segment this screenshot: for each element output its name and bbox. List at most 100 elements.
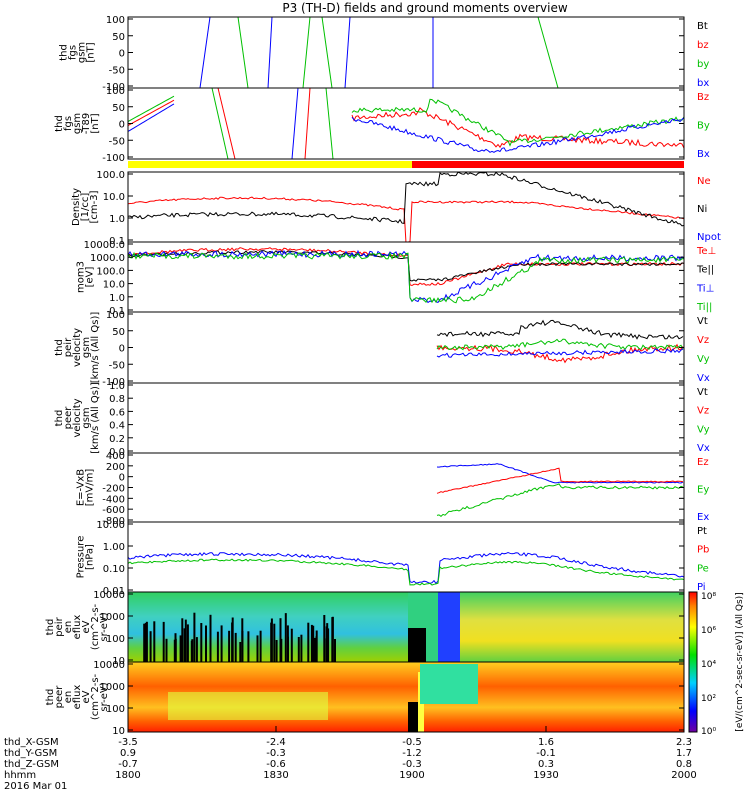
ylabel-line: en [63,621,74,634]
ytick-label: -600 [102,505,125,516]
ion-spec-dropout [165,638,168,662]
trace-Te-perp [128,247,684,287]
ion-spec-dropout [195,637,198,662]
ion-spec-dropout [181,618,184,662]
trace-by [321,17,333,88]
ytick-label: 10 [112,726,125,737]
ytick-label: -100 [102,153,125,164]
ion-spec-dropout [323,615,326,662]
legend-vi-1: Vz [697,335,709,346]
ylabel-line: thd [45,619,56,636]
ytick-label: 50 [112,32,125,43]
x-orbit-label: -3.5 [118,737,138,748]
ytick-label: -50 [109,65,125,76]
ytick-label: 0.10 [103,564,125,575]
x-orbit-label: -2.4 [266,737,286,748]
trace-Vt [436,319,684,340]
time-tick-label: 2000 [671,770,696,781]
ytick-label: 1000 [100,682,125,693]
colorbar-label: [eV/(cm^2-sec-sr-eV)] (All Qs)] [735,592,745,731]
ylabel-line: peer [54,685,65,709]
ytick-label: 100 [106,86,125,97]
ion-spec-dropout [315,636,318,662]
ytick-label: 0.6 [109,407,125,418]
ion-spec-dropout [312,625,315,662]
ylabel-line: sr-eV) [99,682,110,711]
ylabel-line: sr-eV) [99,612,110,641]
ion-spec-dropout [220,625,223,662]
ylabel-line: [nT] [86,42,97,62]
trace-by [237,17,249,88]
ylabel-line: (cm^2-s- [90,603,101,650]
ylabel-line: thd [54,339,65,356]
y-orbit-label: -1.2 [402,748,422,759]
panel-vi-traces [436,319,684,364]
ytick-label: 10 [112,656,125,667]
ytick-label: 100 [106,634,125,645]
y-orbit-label: 0.9 [120,748,136,759]
z-orbit-label: -0.3 [402,759,422,770]
trace-Ex [436,463,684,484]
panel-elec-spec-traces [128,662,684,732]
ion-spec-dropout [179,635,182,662]
trace-Pe [128,558,684,586]
trace-Bx [291,88,299,159]
ion-spec-dropout [307,622,310,662]
status-bar-yellow [128,161,412,168]
ytick-label: 0.4 [109,421,125,432]
panel-ve: 1.0 0.8 0.6 0.4 0.2 0.0 thdpeervelocitygsm[km/… [54,381,710,458]
time-tick-label: 1930 [533,770,558,781]
ytick-label: 0.01 [103,586,125,597]
trace-Bx [351,116,684,153]
legend-fgs-dc-1: By [697,121,710,132]
ylabel-line: fgs [68,45,79,60]
ylabel-line: en [63,691,74,704]
ytick-label: 10000.0 [84,240,125,251]
ylabel-line: E=-VxB [76,469,87,506]
legend-fgs-dc-0: Bz [697,92,709,103]
legend-fgs-2: by [697,59,709,70]
panel-frame [127,171,685,243]
panel-temp-traces [128,247,684,304]
ytick-label: 0 [119,49,125,60]
trace-By [128,95,175,122]
ion-spec-dropout [200,623,203,662]
ylabel-line: [km/s (All Qs)] [90,382,101,454]
ion-spec-dropout [247,631,250,662]
legend-temp-2: Ti⊥ [696,283,714,294]
panel-frame [127,452,685,523]
ylabel-line: gsm [81,337,92,358]
ion-spec-dropout [408,628,426,662]
ion-spec-dropout [297,637,300,662]
ytick-label: 100 [106,15,125,26]
ytick-label: 0 [119,120,125,131]
x-orbit-label: 2.3 [676,737,692,748]
legend-fgs-dc-2: Bx [697,149,710,160]
panel-ion-spec-traces [128,592,684,662]
ytick-label: 1000.0 [90,253,125,264]
ytick-label: -400 [102,494,125,505]
ytick-label: 50 [112,103,125,114]
legend-exb-1: Ey [697,485,709,496]
legend-ve-3: Vx [697,443,710,454]
ylabel-line: thd [54,115,65,132]
ylabel-line: (cm^2-s- [90,673,101,720]
legend-vi-0: Vt [697,316,708,327]
trace-Bz [304,88,311,159]
z-orbit-label: -0.7 [118,759,138,770]
legend-pressure-3: Pi [697,582,706,593]
ion-spec-dropout [326,623,329,662]
time-tick-label: 1900 [399,770,424,781]
panel-frame [127,16,685,89]
ion-spec-dropout [300,634,303,662]
panel-pressure-traces [128,551,684,586]
trace-Bx [128,103,175,132]
ylabel-line: eflux [72,685,83,710]
legend-density-2: Npot [697,232,721,243]
ion-spec-dropout [143,623,146,662]
ion-spec-dropout [273,623,276,662]
trace-Ez [436,467,684,494]
colorbar-tick: 10⁰ [701,727,716,737]
trace-bx [267,17,273,88]
